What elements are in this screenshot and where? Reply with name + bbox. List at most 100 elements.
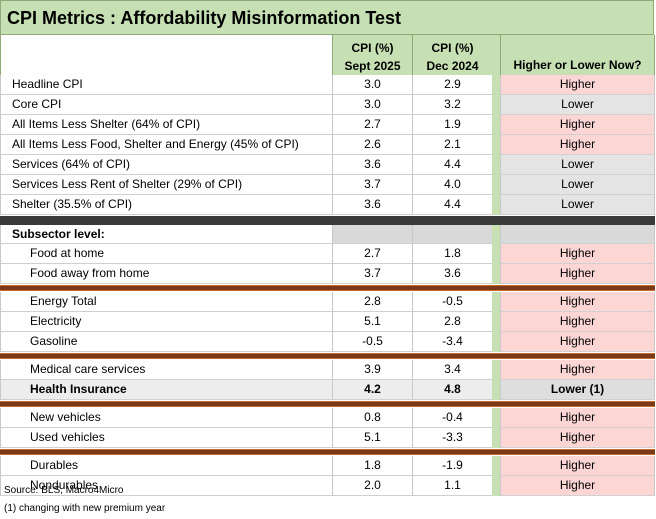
row-sept-value: 2.6 — [332, 135, 412, 155]
row-dec-value: 2.9 — [412, 75, 492, 95]
row-change-badge: Lower — [500, 95, 655, 115]
row-label: Energy Total — [0, 292, 332, 312]
row-change-badge: Higher — [500, 312, 655, 332]
row-change-badge: Lower — [500, 155, 655, 175]
row-change-badge: Lower — [500, 175, 655, 195]
row-dec-value: 2.1 — [412, 135, 492, 155]
row-change-badge: Higher — [500, 456, 655, 476]
row-dec-value: 1.1 — [412, 476, 492, 496]
subsector-header-fill — [332, 225, 412, 244]
table-row: Services Less Rent of Shelter (29% of CP… — [0, 175, 655, 195]
row-dec-value: -0.4 — [412, 408, 492, 428]
row-label: Used vehicles — [0, 428, 332, 448]
table-row: Durables 1.8 -1.9 Higher — [0, 456, 655, 476]
table-row: Electricity 5.1 2.8 Higher — [0, 312, 655, 332]
row-dec-value: 1.8 — [412, 244, 492, 264]
row-dec-value: -1.9 — [412, 456, 492, 476]
row-change-badge: Higher — [500, 135, 655, 155]
row-label: Services Less Rent of Shelter (29% of CP… — [0, 175, 332, 195]
row-sept-value: 3.6 — [332, 195, 412, 215]
row-change-badge: Higher — [500, 428, 655, 448]
row-label: All Items Less Shelter (64% of CPI) — [0, 115, 332, 135]
row-label: Nondurables — [0, 476, 332, 496]
table-row: Food away from home 3.7 3.6 Higher — [0, 264, 655, 284]
table-row: Food at home 2.7 1.8 Higher — [0, 244, 655, 264]
row-change-badge: Higher — [500, 408, 655, 428]
row-dec-value: 3.2 — [412, 95, 492, 115]
row-sept-value: 5.1 — [332, 312, 412, 332]
row-sept-value: -0.5 — [332, 332, 412, 352]
row-sept-value: 3.6 — [332, 155, 412, 175]
group-divider — [0, 401, 655, 407]
row-label: Core CPI — [0, 95, 332, 115]
table-row: Headline CPI 3.0 2.9 Higher — [0, 75, 655, 95]
row-change-badge: Higher — [500, 360, 655, 380]
table-row: Health Insurance 4.2 4.8 Lower (1) — [0, 380, 655, 400]
row-sept-value: 2.8 — [332, 292, 412, 312]
row-change-badge: Higher — [500, 115, 655, 135]
source-note: Source: BLS, Macro4Micro — [4, 485, 124, 496]
row-sept-value: 3.7 — [332, 264, 412, 284]
row-label: Electricity — [0, 312, 332, 332]
row-label: All Items Less Food, Shelter and Energy … — [0, 135, 332, 155]
row-label: Health Insurance — [0, 380, 332, 400]
row-label: Food away from home — [0, 264, 332, 284]
row-dec-value: 3.4 — [412, 360, 492, 380]
row-dec-value: 4.8 — [412, 380, 492, 400]
row-change-badge: Higher — [500, 476, 655, 496]
row-change-badge: Higher — [500, 332, 655, 352]
subsector-label: Subsector level: — [0, 225, 332, 244]
header-dec-line2: Dec 2024 — [426, 59, 479, 73]
row-label: Medical care services — [0, 360, 332, 380]
row-change-badge: Higher — [500, 75, 655, 95]
table-row: All Items Less Shelter (64% of CPI) 2.7 1.… — [0, 115, 655, 135]
row-dec-value: -0.5 — [412, 292, 492, 312]
row-dec-value: 2.8 — [412, 312, 492, 332]
row-change-badge: Higher — [500, 264, 655, 284]
row-change-badge: Lower — [500, 195, 655, 215]
row-sept-value: 4.2 — [332, 380, 412, 400]
table-row: Core CPI 3.0 3.2 Lower — [0, 95, 655, 115]
table-row: Nondurables 2.0 1.1 Higher — [0, 476, 655, 496]
table-header: CPI (%) Sept 2025 CPI (%) Dec 2024 Highe… — [0, 35, 655, 75]
row-label: Durables — [0, 456, 332, 476]
row-sept-value: 1.8 — [332, 456, 412, 476]
header-sept-line2: Sept 2025 — [344, 59, 401, 73]
group-divider — [0, 285, 655, 291]
group-divider — [0, 449, 655, 455]
header-label-cell — [0, 35, 332, 75]
row-change-badge: Higher — [500, 244, 655, 264]
header-dec-line1: CPI (%) — [431, 41, 474, 55]
row-dec-value: 1.9 — [412, 115, 492, 135]
row-sept-value: 3.7 — [332, 175, 412, 195]
row-label: Food at home — [0, 244, 332, 264]
row-dec-value: 4.4 — [412, 195, 492, 215]
row-sept-value: 3.9 — [332, 360, 412, 380]
header-dec-2024: CPI (%) Dec 2024 — [412, 35, 492, 75]
header-sept-line1: CPI (%) — [351, 41, 394, 55]
row-sept-value: 2.7 — [332, 115, 412, 135]
row-sept-value: 3.0 — [332, 75, 412, 95]
section-divider — [0, 216, 655, 225]
row-sept-value: 5.1 — [332, 428, 412, 448]
row-dec-value: -3.3 — [412, 428, 492, 448]
row-label: Gasoline — [0, 332, 332, 352]
row-sept-value: 2.7 — [332, 244, 412, 264]
row-change-badge: Higher — [500, 292, 655, 312]
row-sept-value: 2.0 — [332, 476, 412, 496]
row-label: Headline CPI — [0, 75, 332, 95]
header-sept-2025: CPI (%) Sept 2025 — [332, 35, 412, 75]
footnote: (1) changing with new premium year — [4, 503, 166, 514]
row-label: Shelter (35.5% of CPI) — [0, 195, 332, 215]
table-row: Services (64% of CPI) 3.6 4.4 Lower — [0, 155, 655, 175]
header-higher-lower: Higher or Lower Now? — [500, 35, 655, 75]
table-row: Energy Total 2.8 -0.5 Higher — [0, 292, 655, 312]
table-row: All Items Less Food, Shelter and Energy … — [0, 135, 655, 155]
table-row: New vehicles 0.8 -0.4 Higher — [0, 408, 655, 428]
row-change-badge: Lower (1) — [500, 380, 655, 400]
row-dec-value: 4.0 — [412, 175, 492, 195]
header-higher-lower-text: Higher or Lower Now? — [513, 58, 642, 72]
table-row: Medical care services 3.9 3.4 Higher — [0, 360, 655, 380]
table-row: Used vehicles 5.1 -3.3 Higher — [0, 428, 655, 448]
subsector-header-fill — [500, 225, 655, 244]
